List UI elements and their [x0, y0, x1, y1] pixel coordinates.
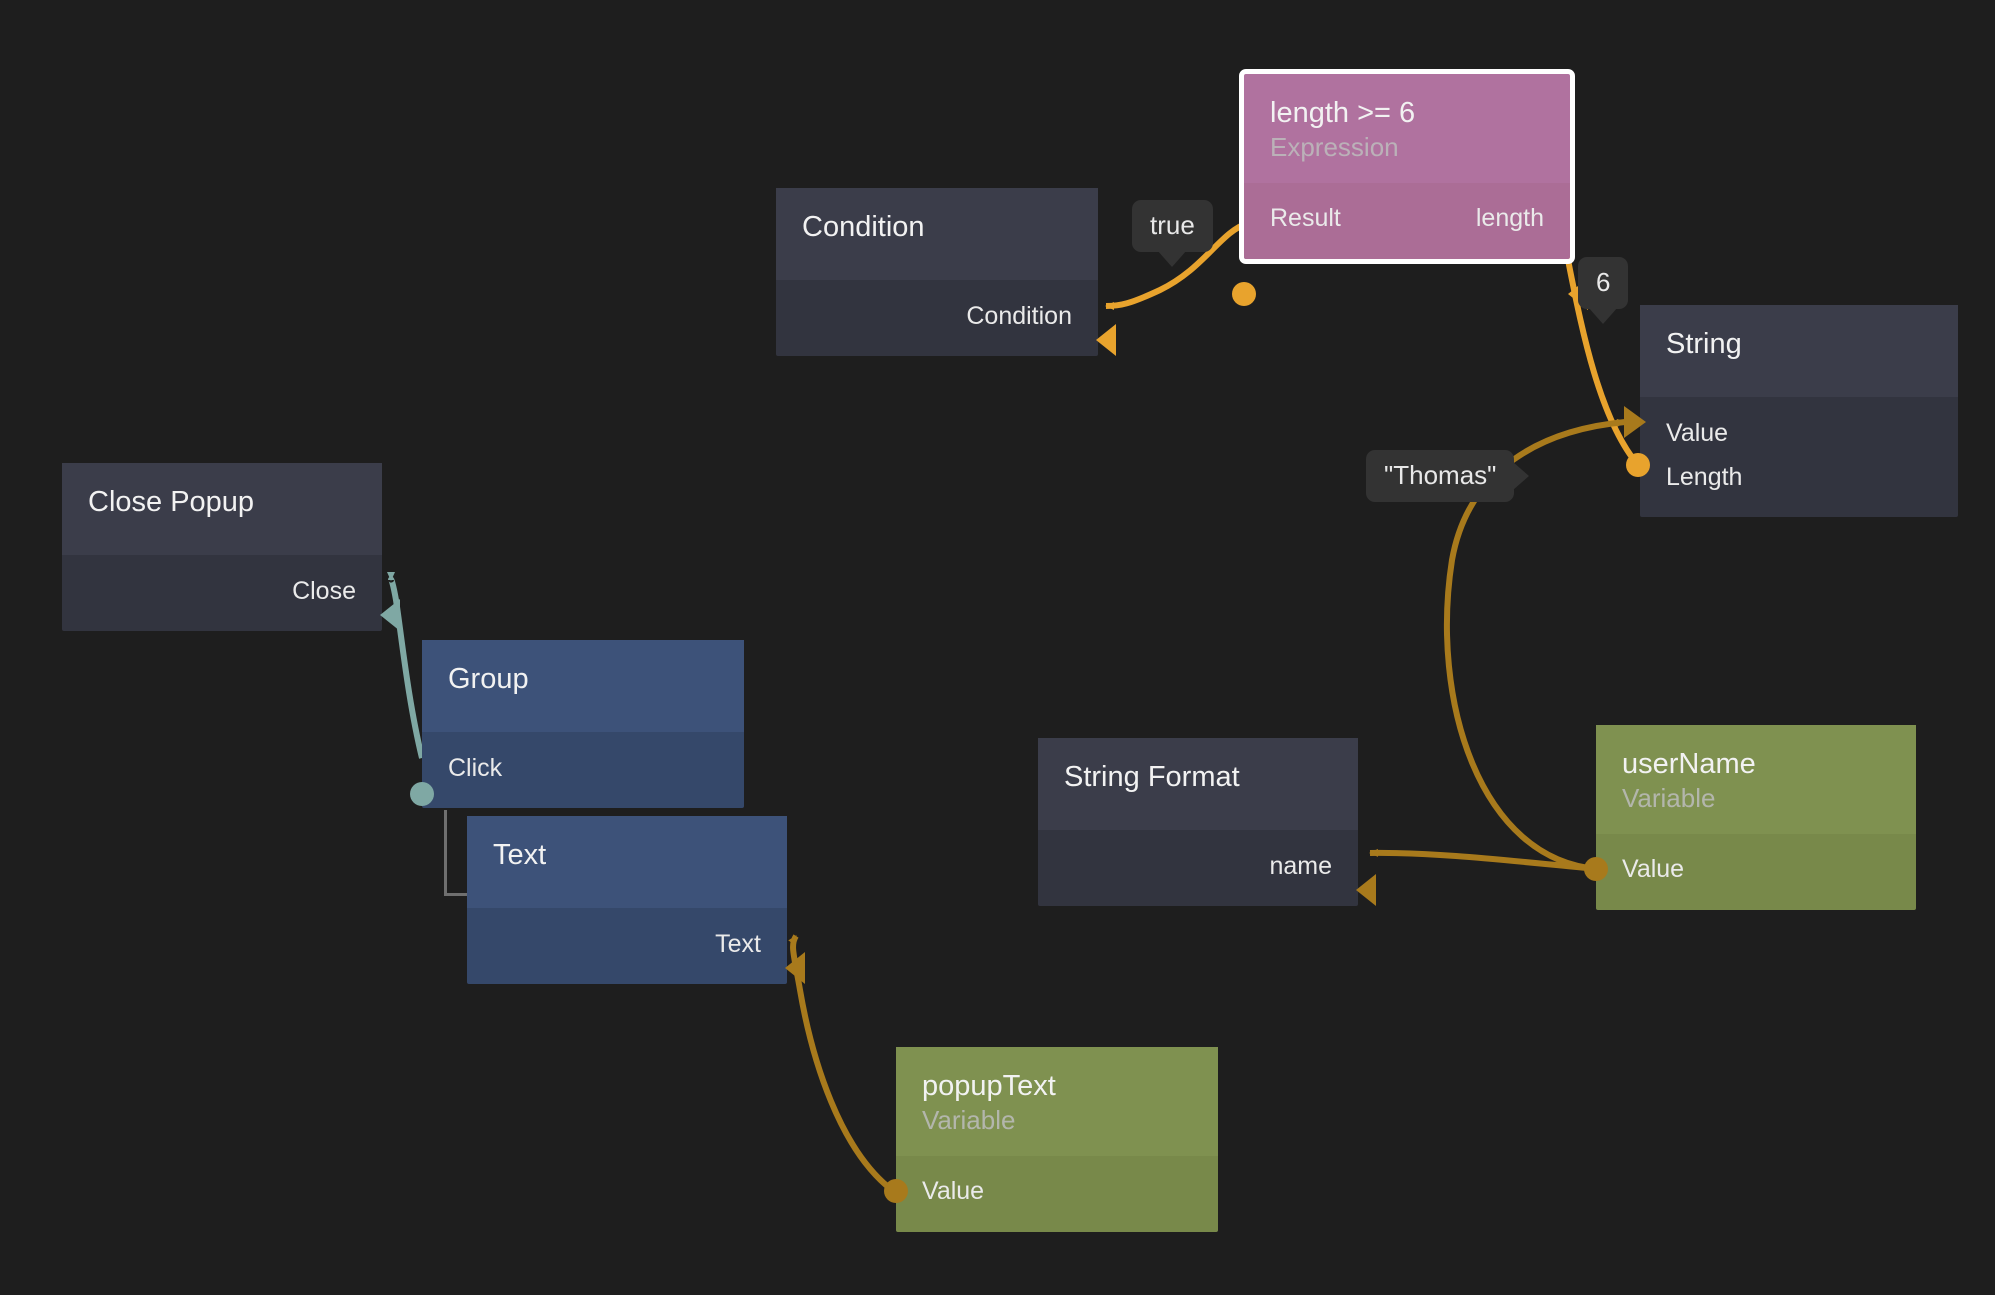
node-popup-text-title: popupText — [922, 1070, 1056, 1102]
value-badge-true: true — [1132, 200, 1213, 267]
node-condition-body: Condition — [776, 280, 1098, 356]
port-text-text-label: Text — [715, 929, 761, 958]
port-arrow-close-popup-close[interactable] — [378, 595, 408, 635]
node-group[interactable]: Group Click — [410, 640, 744, 809]
node-popup-text[interactable]: popupText Variable Value — [884, 1047, 1218, 1232]
value-badge-six: 6 — [1578, 257, 1629, 324]
port-string-value[interactable]: Value — [1640, 411, 1958, 455]
port-string-length-label: Length — [1666, 462, 1743, 491]
node-close-popup[interactable]: Close Popup Close — [62, 463, 400, 632]
node-user-name-subtitle: Variable — [1622, 783, 1716, 814]
node-group-body: Click — [422, 732, 744, 808]
node-string-format[interactable]: String Format name — [1038, 738, 1376, 907]
port-dot-group-click[interactable] — [400, 772, 444, 816]
node-string-header: String — [1640, 305, 1958, 398]
node-text-header: Text — [467, 816, 787, 909]
node-expression-subtitle: Expression — [1270, 132, 1399, 163]
port-arrow-text-text[interactable] — [783, 948, 813, 988]
node-expression-body: Result length — [1244, 183, 1570, 259]
node-popup-text-header: popupText Variable — [896, 1047, 1218, 1156]
node-user-name-title: userName — [1622, 748, 1756, 780]
node-expression-title: length >= 6 — [1270, 97, 1416, 129]
port-popup-text-value[interactable]: Value — [896, 1170, 1218, 1214]
port-condition-condition[interactable]: Condition — [776, 294, 1098, 338]
port-string-format-name-label: name — [1269, 851, 1332, 880]
node-popup-text-body: Value — [896, 1156, 1218, 1232]
port-arrow-condition-condition[interactable] — [1094, 320, 1124, 360]
port-popup-text-value-label: Value — [922, 1177, 985, 1206]
node-string-format-body: name — [1038, 830, 1358, 906]
port-arrow-string-format-name[interactable] — [1354, 870, 1384, 910]
value-badge-true-label: true — [1150, 210, 1195, 240]
port-close-popup-close-label: Close — [292, 576, 356, 605]
value-badge-thomas-label: "Thomas" — [1384, 460, 1497, 490]
port-condition-condition-label: Condition — [966, 301, 1072, 330]
node-text[interactable]: Text Text — [467, 816, 805, 985]
node-group-title: Group — [448, 663, 529, 695]
node-string[interactable]: String Value Length — [1624, 305, 1958, 518]
node-user-name-body: Value — [1596, 834, 1916, 910]
value-badge-six-label: 6 — [1596, 267, 1611, 297]
node-close-popup-body: Close — [62, 555, 382, 631]
node-close-popup-title: Close Popup — [88, 486, 255, 518]
value-badge-thomas-tail — [1513, 462, 1530, 490]
port-dot-string-length[interactable] — [1616, 443, 1660, 487]
node-condition[interactable]: Condition Condition — [776, 188, 1116, 357]
node-text-title: Text — [493, 839, 547, 871]
port-dot-user-name-value[interactable] — [1574, 847, 1618, 891]
node-string-format-header: String Format — [1038, 738, 1358, 831]
group-child-bracket — [444, 810, 468, 896]
node-close-popup-header: Close Popup — [62, 463, 382, 556]
port-arrow-string-value[interactable] — [1622, 402, 1652, 442]
node-user-name-header: userName Variable — [1596, 725, 1916, 834]
node-expression[interactable]: length >= 6 Expression Result length — [1232, 69, 1588, 310]
node-string-format-title: String Format — [1064, 761, 1240, 793]
node-user-name[interactable]: userName Variable Value — [1584, 725, 1916, 910]
port-user-name-value-label: Value — [1622, 855, 1685, 884]
port-close-popup-close[interactable]: Close — [62, 569, 382, 613]
port-expression-result-label: Result — [1270, 204, 1341, 233]
port-string-format-name[interactable]: name — [1038, 844, 1358, 888]
node-string-title: String — [1666, 328, 1742, 360]
node-string-body: Value Length — [1640, 397, 1958, 517]
node-group-header: Group — [422, 640, 744, 733]
node-condition-header: Condition — [776, 188, 1098, 281]
port-string-length[interactable]: Length — [1640, 455, 1958, 499]
value-badge-true-tail — [1157, 250, 1188, 267]
port-expression-length-label: length — [1475, 204, 1544, 233]
node-condition-title: Condition — [802, 211, 925, 243]
port-group-click-label: Click — [448, 753, 503, 782]
port-text-text[interactable]: Text — [467, 922, 787, 966]
port-group-click[interactable]: Click — [422, 746, 744, 790]
value-badge-six-tail — [1588, 307, 1619, 324]
port-dot-popup-text-value[interactable] — [874, 1169, 918, 1213]
value-badge-thomas: "Thomas" — [1366, 450, 1530, 502]
port-user-name-value[interactable]: Value — [1596, 848, 1916, 892]
port-dot-expression-result[interactable] — [1222, 272, 1266, 316]
node-expression-header: length >= 6 Expression — [1244, 74, 1570, 183]
node-popup-text-subtitle: Variable — [922, 1105, 1016, 1136]
node-text-body: Text — [467, 908, 787, 984]
port-string-value-label: Value — [1666, 418, 1729, 447]
port-expression-result[interactable]: Result length — [1244, 197, 1570, 241]
edge-username-value-to-stringformat-name — [1369, 848, 1599, 872]
